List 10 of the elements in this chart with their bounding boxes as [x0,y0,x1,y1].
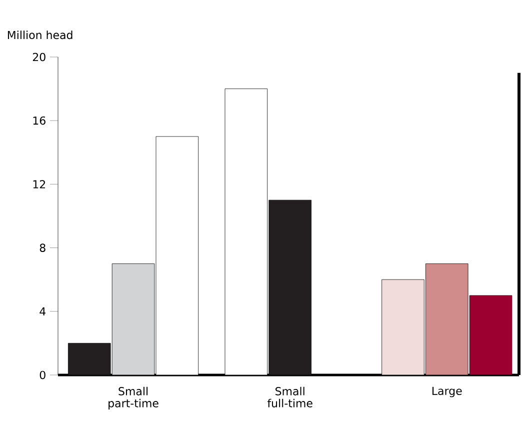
y-tick-label: 20 [32,52,46,62]
y-tick-label: 4 [40,307,46,316]
x-tick-label: Small part-time [108,386,158,410]
y-tick-label: 16 [33,116,46,125]
y-tick-label: 12 [33,180,46,188]
y-axis-title: Million head [8,30,72,40]
y-tick-label: 0 [40,370,46,380]
y-tick-label: 8 [40,244,46,252]
x-tick-label: Large [432,386,462,398]
x-tick-label: Small full-time [267,386,312,408]
